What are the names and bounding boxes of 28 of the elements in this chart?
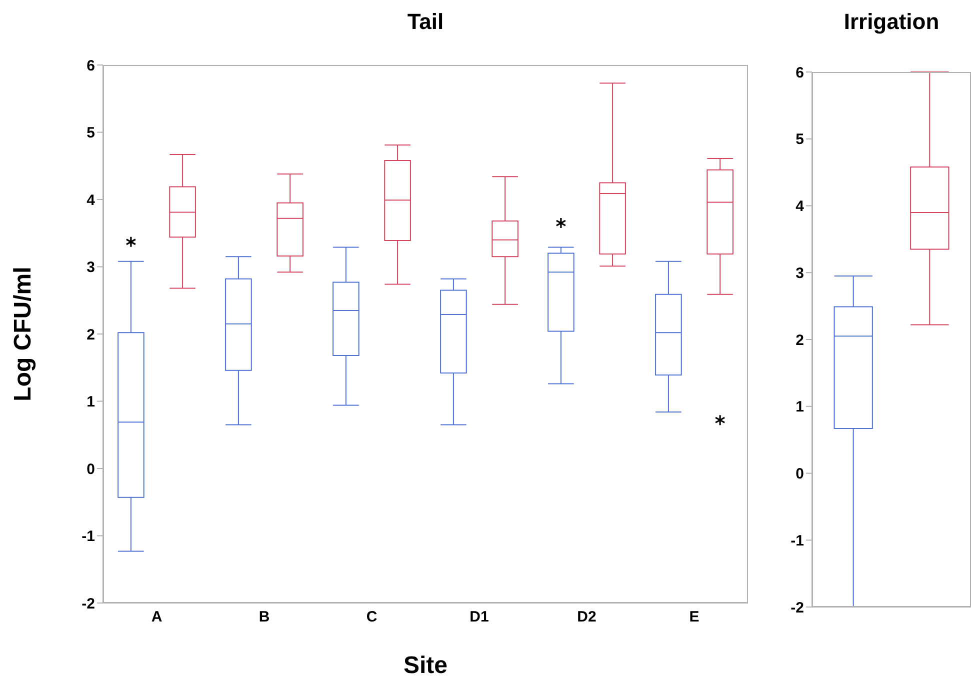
y-tick-label: 2 — [86, 326, 95, 344]
y-tick-label: 3 — [86, 259, 95, 276]
y-tick-label: 6 — [86, 57, 95, 74]
y-tick-label: 6 — [796, 64, 804, 82]
y-tick-label: 1 — [796, 398, 804, 416]
y-tick-label: 5 — [86, 124, 95, 142]
x-tick-label: D1 — [470, 608, 489, 626]
y-tick-label: 4 — [86, 192, 96, 209]
y-tick-label: -1 — [82, 528, 95, 546]
y-tick-label: -2 — [790, 599, 804, 616]
x-axis-title: Site — [403, 652, 448, 679]
x-tick-label: C — [366, 608, 378, 626]
y-tick-label: 3 — [796, 264, 804, 282]
y-tick-label: 5 — [796, 131, 804, 148]
y-tick-label: -1 — [790, 532, 804, 550]
y-tick-label: 1 — [86, 394, 95, 411]
y-tick-label: 2 — [796, 332, 804, 349]
y-tick-label: -2 — [82, 595, 95, 612]
y-tick-label: 0 — [86, 460, 95, 478]
x-tick-label: E — [689, 608, 700, 626]
x-tick-label: A — [151, 608, 162, 626]
x-tick-label: D2 — [577, 608, 596, 626]
y-axis-title: Log CFU/ml — [10, 266, 37, 402]
x-tick-label: B — [258, 608, 270, 626]
chart-title: Irrigation — [842, 8, 940, 36]
chart-title: Tail — [406, 8, 445, 36]
y-tick-label: 4 — [796, 198, 805, 216]
y-tick-label: 0 — [796, 466, 804, 483]
